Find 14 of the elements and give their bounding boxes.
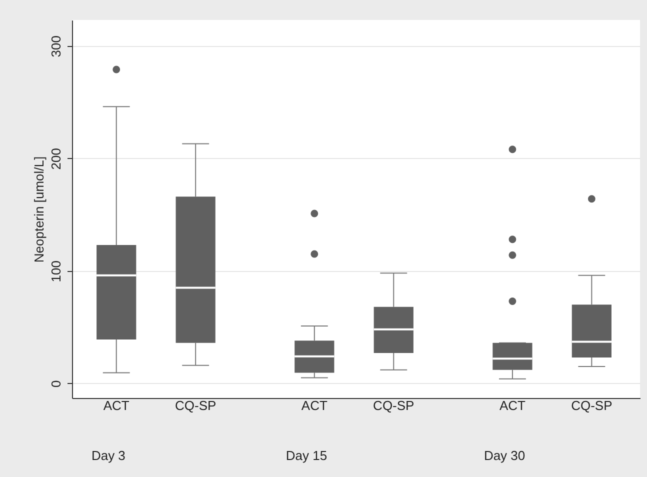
y-tick-label: 100	[48, 260, 64, 282]
x-tick-label: ACT	[103, 398, 130, 413]
text: Day 3	[91, 448, 126, 463]
text: Day 15	[286, 448, 328, 463]
y-tick-label: 200	[48, 148, 64, 170]
x-tick-label: ACT	[301, 398, 328, 413]
x-tick-label: CQ-SP	[174, 398, 216, 413]
text: Day 30	[484, 448, 526, 463]
x-tick-label: ACT	[499, 398, 526, 413]
x-tick-label: CQ-SP	[373, 398, 414, 413]
x-tick-label: CQ-SP	[571, 398, 612, 413]
y-tick-label: 0	[48, 380, 64, 388]
y-tick-label: 300	[48, 36, 64, 58]
y-axis-title: Neopterin [umol/L]	[32, 156, 46, 263]
